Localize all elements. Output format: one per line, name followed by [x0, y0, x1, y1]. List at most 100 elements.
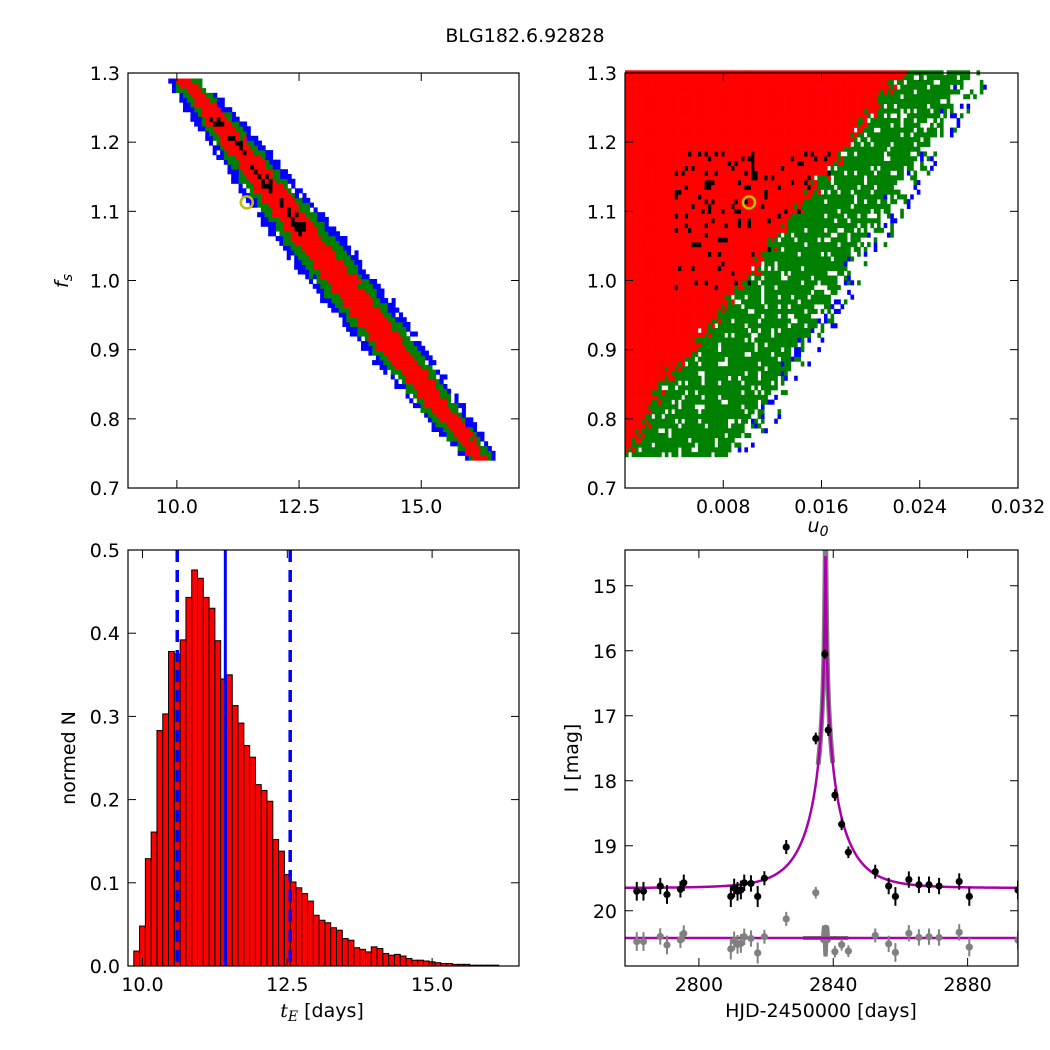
density-cell: [654, 265, 659, 272]
density-cell: [658, 165, 662, 171]
density-cell: [717, 146, 722, 152]
density-cell: [654, 151, 659, 157]
density-cell: [857, 160, 861, 167]
density-cell: [731, 380, 735, 386]
density-cell: [814, 323, 818, 329]
density-cell: [383, 317, 388, 323]
density-cell: [870, 170, 874, 176]
density-cell: [294, 197, 299, 203]
density-cell: [265, 150, 270, 156]
density-cell: [648, 347, 652, 353]
density-cell: [724, 194, 729, 200]
density-cell: [843, 246, 848, 252]
density-cell: [747, 146, 752, 152]
density-cell: [220, 102, 225, 108]
density-cell: [190, 83, 195, 89]
density-cell: [644, 375, 649, 381]
density-cell: [638, 165, 642, 171]
density-cell: [717, 328, 722, 334]
density-cell: [890, 218, 894, 224]
density-cell: [711, 270, 715, 276]
density-cell: [628, 280, 632, 286]
density-cell: [767, 380, 772, 386]
density-cell: [228, 111, 233, 118]
density-cell: [724, 380, 729, 386]
density-cell: [691, 170, 695, 176]
density-cell: [309, 264, 314, 270]
density-cell: [316, 264, 321, 270]
density-cell: [853, 203, 858, 210]
density-cell: [890, 175, 894, 181]
density-cell: [770, 304, 775, 310]
density-cell: [641, 418, 646, 424]
density-cell: [714, 246, 719, 252]
density-cell: [833, 275, 838, 281]
density-cell: [634, 433, 639, 439]
density-cell: [487, 450, 492, 456]
density-cell: [760, 342, 765, 348]
density-cell: [671, 256, 676, 262]
density-cell: [823, 175, 828, 181]
density-cell: [661, 332, 666, 338]
density-cell: [701, 313, 705, 319]
density-cell: [751, 223, 755, 229]
density-cell: [634, 180, 639, 186]
density-cell: [787, 203, 792, 210]
density-cell: [764, 146, 768, 152]
density-cell: [784, 194, 788, 200]
density-cell: [688, 146, 692, 152]
density-cell: [406, 341, 411, 347]
density-cell: [691, 184, 695, 190]
density-cell: [810, 299, 815, 305]
density-cell: [338, 312, 343, 318]
density-cell: [671, 361, 676, 367]
density-cell: [711, 423, 715, 429]
density-cell: [691, 151, 695, 157]
density-cell: [794, 242, 798, 248]
density-cell: [625, 442, 629, 448]
density-cell: [747, 347, 752, 353]
density-cell: [691, 394, 695, 400]
density-cell: [754, 189, 758, 195]
density-cell: [823, 256, 828, 262]
density-cell: [863, 156, 868, 162]
density-cell: [863, 184, 868, 190]
density-cell: [694, 285, 699, 291]
density-cell: [684, 203, 689, 210]
density-cell: [335, 240, 340, 246]
density-cell: [634, 404, 639, 410]
density-cell: [760, 413, 765, 419]
density-cell: [727, 356, 732, 362]
density-cell: [312, 283, 317, 289]
density-cell: [701, 385, 705, 391]
density-cell: [428, 355, 433, 361]
density-cell: [309, 250, 314, 256]
density-cell: [342, 269, 348, 275]
density-cell: [790, 256, 795, 262]
density-cell: [664, 156, 669, 162]
density-cell: [787, 299, 792, 305]
density-cell: [731, 270, 735, 276]
density-cell: [721, 256, 725, 262]
density-cell: [302, 216, 307, 223]
density-cell: [283, 212, 288, 218]
density-cell: [790, 175, 795, 181]
density-cell: [691, 199, 695, 205]
density-cell: [814, 194, 818, 200]
density-cell: [638, 433, 642, 439]
density-cell: [253, 154, 259, 160]
density-cell: [638, 294, 642, 300]
density-cell: [671, 318, 676, 324]
density-cell: [853, 218, 858, 224]
density-cell: [661, 404, 666, 410]
density-cell: [724, 213, 729, 219]
density-cell: [721, 265, 725, 272]
density-cell: [694, 261, 699, 267]
density-cell: [701, 227, 705, 233]
density-cell: [172, 78, 177, 84]
density-cell: [707, 385, 712, 391]
density-cell: [654, 189, 659, 195]
density-cell: [734, 170, 739, 176]
density-cell: [717, 194, 722, 200]
density-cell: [668, 180, 672, 186]
